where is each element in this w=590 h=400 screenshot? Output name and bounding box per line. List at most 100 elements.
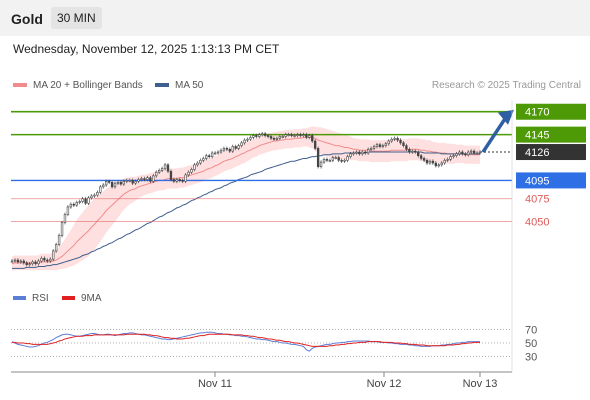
candle-body [417, 151, 420, 156]
rsi-ma-swatch [62, 296, 75, 301]
candle-body [222, 148, 226, 151]
candle-body [272, 137, 276, 140]
legend-bollinger: MA 20 + Bollinger Bands [13, 80, 143, 91]
candle-body [240, 142, 243, 146]
legend-rsi: RSI [13, 293, 49, 304]
candle-body [131, 180, 134, 184]
rsi-tick-70: 70 [525, 325, 537, 337]
timeframe-badge[interactable]: 30 MIN [51, 7, 102, 29]
candle-body [384, 143, 387, 146]
candle-body [369, 148, 373, 150]
candle-body [75, 202, 78, 206]
candle-body [461, 151, 464, 155]
candle-body [390, 138, 393, 142]
level-box-4170 [516, 103, 586, 120]
candle-body [275, 137, 279, 140]
candle-body [434, 162, 438, 167]
candle-body [408, 148, 411, 153]
level-label-4145: 4145 [525, 130, 549, 142]
candle-body [90, 195, 93, 199]
candle-body [134, 181, 137, 184]
candle-body [290, 134, 293, 136]
candle-body [258, 134, 261, 137]
candle-body [169, 170, 173, 180]
candle-body [313, 140, 317, 149]
forecast-arrow-head [498, 109, 514, 125]
candle-body [331, 157, 335, 161]
candle-body [202, 158, 205, 161]
candle-body [319, 161, 323, 167]
candle-body [175, 179, 179, 182]
candle-body [57, 235, 61, 245]
level-4126: 4126 [480, 144, 586, 161]
candle-body [81, 198, 84, 202]
candle-body [19, 260, 23, 263]
level-label-4095: 4095 [525, 175, 549, 187]
candle-body [443, 159, 446, 164]
candle-body [425, 159, 429, 164]
candle-body [455, 153, 458, 156]
level-label-4170: 4170 [525, 107, 549, 119]
candle-body [146, 177, 149, 180]
candle-body [152, 175, 155, 182]
candle-body [137, 179, 140, 182]
candle-body [184, 174, 187, 182]
candle-body [190, 169, 193, 173]
candle-body [252, 135, 255, 138]
candle-body [37, 260, 40, 265]
candle-body [419, 155, 423, 159]
candle-body [296, 134, 299, 136]
candle-body [143, 178, 146, 180]
candle-body [49, 258, 52, 262]
candle-body [166, 164, 170, 172]
candle-body [199, 159, 202, 164]
candle-body [63, 214, 67, 223]
rsi-ma-line [12, 333, 480, 347]
rsi-line [11, 331, 480, 352]
candle-body [205, 155, 208, 159]
candle-body [125, 180, 128, 182]
candle-body [178, 179, 181, 181]
rsi-tick-30: 30 [525, 352, 537, 364]
candle-body [472, 150, 476, 154]
candle-body [113, 182, 117, 188]
candle-body [328, 159, 332, 162]
candle-body [467, 151, 470, 156]
candle-body [411, 150, 414, 153]
ma20-line [11, 136, 480, 265]
legend-bollinger-label: MA 20 + Bollinger Bands [33, 80, 143, 91]
level-label-4126: 4126 [525, 147, 549, 159]
candle-body [396, 137, 399, 141]
candle-body [181, 180, 184, 182]
candle-body [102, 184, 105, 188]
legend-rsi-label: RSI [32, 293, 49, 304]
candle-body [110, 181, 114, 188]
level-label-4050: 4050 [525, 217, 549, 229]
candle-body [10, 260, 14, 263]
candle-body [340, 159, 343, 162]
candle-body [378, 144, 382, 147]
level-box-4095 [516, 172, 586, 189]
candle-body [243, 139, 246, 144]
candle-body [316, 148, 320, 167]
rsi-swatch [13, 296, 26, 301]
candle-body [464, 153, 467, 156]
candle-body [172, 179, 176, 182]
candle-body [107, 181, 111, 183]
candle-body [334, 157, 337, 159]
candle-body [393, 137, 396, 140]
candle-body [458, 151, 461, 155]
candle-body [281, 136, 284, 138]
candle-body [163, 164, 167, 169]
candle-body [402, 142, 405, 146]
ma50-line [12, 151, 480, 269]
candle-body [196, 162, 199, 166]
candle-body [96, 192, 99, 196]
candle-body [52, 250, 55, 260]
candle-body [478, 151, 482, 154]
candle-body [452, 155, 455, 157]
candle-body [302, 134, 305, 136]
candle-body [399, 139, 402, 144]
candle-body [72, 203, 75, 206]
